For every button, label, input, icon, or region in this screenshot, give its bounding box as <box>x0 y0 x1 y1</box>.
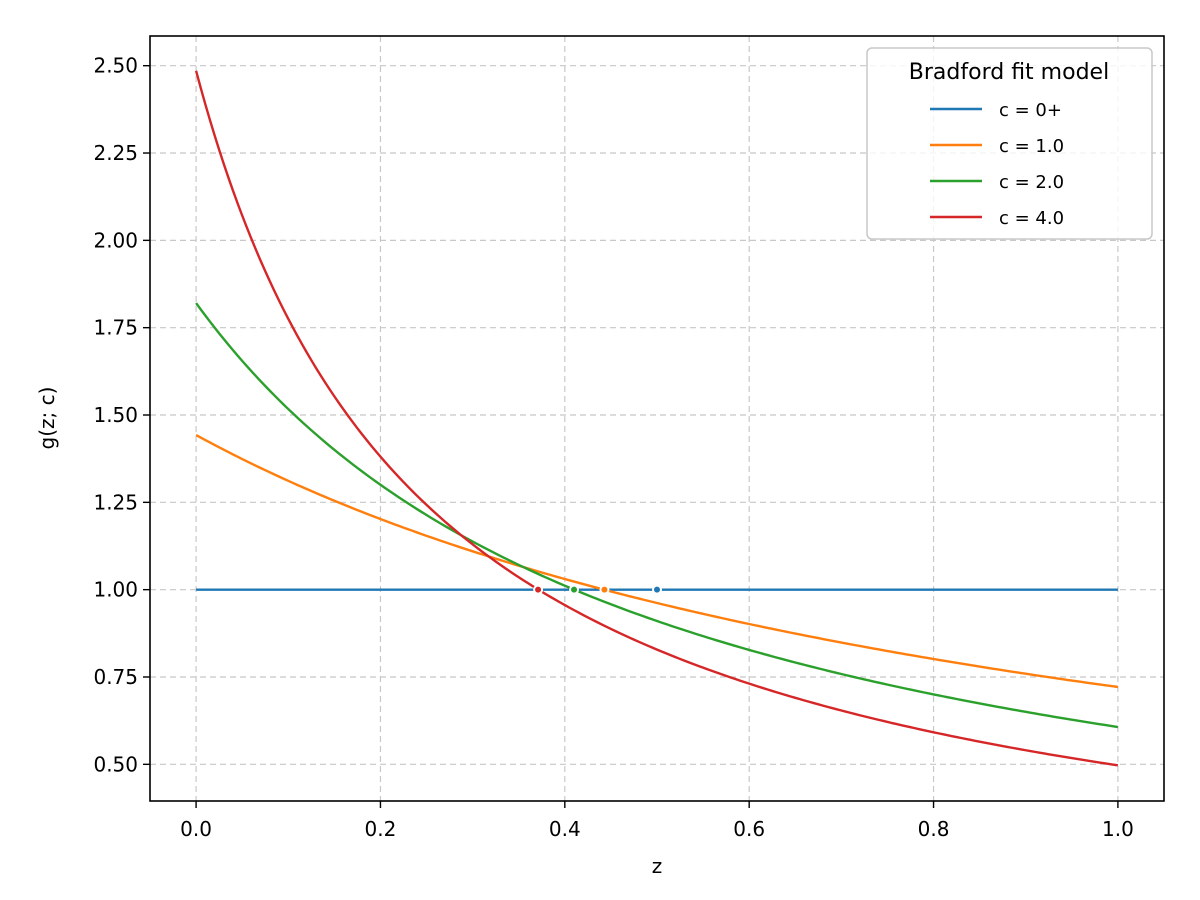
y-tick-label: 2.25 <box>93 141 138 165</box>
curve-line <box>194 70 1119 767</box>
y-tick-label: 2.00 <box>93 228 138 252</box>
mean-marker <box>569 584 580 595</box>
plot-frame <box>149 35 1165 802</box>
legend-label: c = 0+ <box>999 100 1062 121</box>
y-tick-label: 1.50 <box>93 403 138 427</box>
x-tick-label: 0.4 <box>549 817 581 841</box>
y-axis-label: g(z; c) <box>35 387 59 450</box>
y-tick-label: 0.50 <box>93 752 138 776</box>
x-tick-label: 1.0 <box>1102 817 1134 841</box>
y-axis-ticks: 0.50 0.75 1.00 1.25 1.50 1.75 2.00 2.25 2.50 <box>93 54 150 776</box>
mean-marker <box>599 584 610 595</box>
y-tick-label: 0.75 <box>93 665 138 689</box>
x-axis-ticks: 0.0 0.2 0.4 0.6 0.8 1.0 <box>180 801 1134 841</box>
x-axis-label: z <box>652 854 663 878</box>
mean-marker <box>533 584 544 595</box>
x-tick-label: 0.8 <box>918 817 950 841</box>
curve-line <box>195 433 1119 689</box>
y-tick-label: 1.00 <box>93 578 138 602</box>
y-tick-label: 2.50 <box>93 54 138 78</box>
legend: Bradford fit model c = 0+ c = 1.0 c = 2.0 c… <box>866 47 1153 240</box>
y-tick-label: 1.25 <box>93 490 138 514</box>
legend-label: c = 4.0 <box>999 208 1064 229</box>
legend-box <box>866 47 1153 240</box>
mean-markers <box>533 584 662 595</box>
legend-label: c = 1.0 <box>999 136 1064 157</box>
y-tick-label: 1.75 <box>93 316 138 340</box>
curve-line <box>195 302 1119 729</box>
x-tick-label: 0.0 <box>180 817 212 841</box>
x-tick-label: 0.6 <box>733 817 765 841</box>
mean-marker <box>652 584 662 595</box>
legend-title: Bradford fit model <box>909 60 1109 85</box>
x-tick-label: 0.2 <box>365 817 397 841</box>
legend-label: c = 2.0 <box>999 172 1064 193</box>
